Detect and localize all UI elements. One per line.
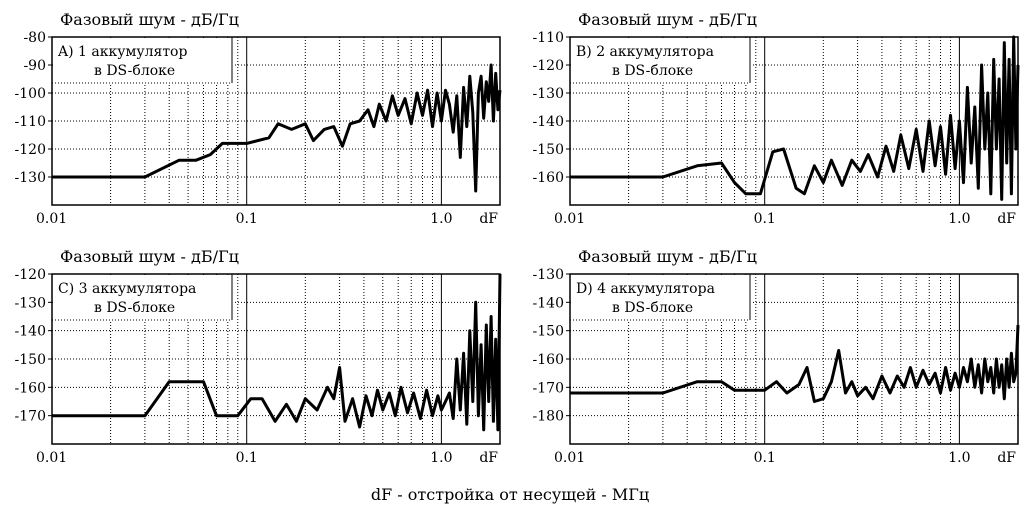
x-tick-label: 1.0 xyxy=(430,450,452,466)
chart-panel-b: Фазовый шум - дБ/Гц -110 -120 -130 -140 -150 -… xyxy=(533,10,1020,227)
y-tick-label: -160 xyxy=(533,170,564,186)
panel-label-line2: в DS-блоке xyxy=(94,300,175,316)
y-tick-label: -170 xyxy=(15,409,46,425)
y-tick-label: -130 xyxy=(15,295,46,311)
y-tick-label: -80 xyxy=(23,30,46,46)
panel-label-box xyxy=(571,275,751,321)
panel-label-line2: в DS-блоке xyxy=(94,63,175,79)
plot-frame xyxy=(51,36,501,206)
y-tick-label: -120 xyxy=(15,267,46,283)
x-tick-label: 0.01 xyxy=(36,211,67,227)
panel-title: Фазовый шум - дБ/Гц xyxy=(578,247,757,266)
chart-panel-d: Фазовый шум - дБ/Гц -130 -140 -150 -160 -170 -… xyxy=(533,247,1020,466)
y-tick-label: -140 xyxy=(533,114,564,130)
y-tick-label: -140 xyxy=(533,295,564,311)
x-tick-label: dF xyxy=(479,211,498,227)
panel-title: Фазовый шум - дБ/Гц xyxy=(60,247,239,266)
x-tick-label: 1.0 xyxy=(430,211,452,227)
y-tick-label: -160 xyxy=(533,352,564,368)
y-tick-label: -150 xyxy=(533,324,564,340)
x-tick-label: 0.1 xyxy=(754,211,776,227)
x-tick-label: 0.1 xyxy=(754,450,776,466)
x-tick-label: 0.1 xyxy=(236,211,258,227)
series-line xyxy=(570,35,1020,201)
y-tick-label: -90 xyxy=(23,58,46,74)
y-tick-label: -120 xyxy=(15,142,46,158)
panel-label-line1: B) 2 аккумулятора xyxy=(576,44,714,60)
y-tick-label: -150 xyxy=(533,142,564,158)
y-tick-label: -140 xyxy=(15,324,46,340)
y-tick-label: -110 xyxy=(533,30,564,46)
x-tick-label: dF xyxy=(997,211,1016,227)
y-tick-label: -130 xyxy=(533,86,564,102)
x-tick-label: 0.01 xyxy=(36,450,67,466)
y-tick-label: -120 xyxy=(533,58,564,74)
series-line xyxy=(52,63,502,193)
x-axis-label: dF - отстройка от несущей - МГц xyxy=(371,485,649,504)
panel-title: Фазовый шум - дБ/Гц xyxy=(60,10,239,29)
panel-label-box xyxy=(53,38,233,84)
panel-label-box xyxy=(571,38,751,84)
panel-label-line1: A) 1 аккумулятор xyxy=(57,44,187,60)
x-tick-label: 0.1 xyxy=(236,450,258,466)
panel-label-box xyxy=(53,275,233,321)
y-tick-label: -180 xyxy=(533,409,564,425)
y-tick-label: -110 xyxy=(15,114,46,130)
y-tick-label: -170 xyxy=(533,380,564,396)
y-tick-label: -130 xyxy=(533,267,564,283)
panel-label-line1: D) 4 аккумулятора xyxy=(576,281,715,297)
plot-frame xyxy=(569,273,1019,445)
x-tick-label: 0.01 xyxy=(554,450,585,466)
y-tick-label: -130 xyxy=(15,170,46,186)
x-tick-label: 1.0 xyxy=(948,211,970,227)
x-tick-label: dF xyxy=(997,450,1016,466)
y-tick-label: -150 xyxy=(15,352,46,368)
y-tick-label: -100 xyxy=(15,86,46,102)
x-tick-label: 1.0 xyxy=(948,450,970,466)
x-tick-label: 0.01 xyxy=(554,211,585,227)
series-line xyxy=(570,324,1020,403)
panel-label-line2: в DS-блоке xyxy=(612,300,693,316)
panel-label-line1: C) 3 аккумулятора xyxy=(58,281,196,297)
chart-panel-c: Фазовый шум - дБ/Гц -120 -130 -140 -150 -160 -… xyxy=(15,247,502,466)
x-tick-label: dF xyxy=(479,450,498,466)
series-line xyxy=(52,273,502,432)
plot-frame xyxy=(569,36,1019,206)
plot-frame xyxy=(51,273,501,445)
chart-panel-a: Фазовый шум - дБ/Гц -80 -90 -100 -110 -120 -13… xyxy=(15,10,502,227)
y-tick-label: -160 xyxy=(15,380,46,396)
panel-label-line2: в DS-блоке xyxy=(612,63,693,79)
panel-title: Фазовый шум - дБ/Гц xyxy=(578,10,757,29)
